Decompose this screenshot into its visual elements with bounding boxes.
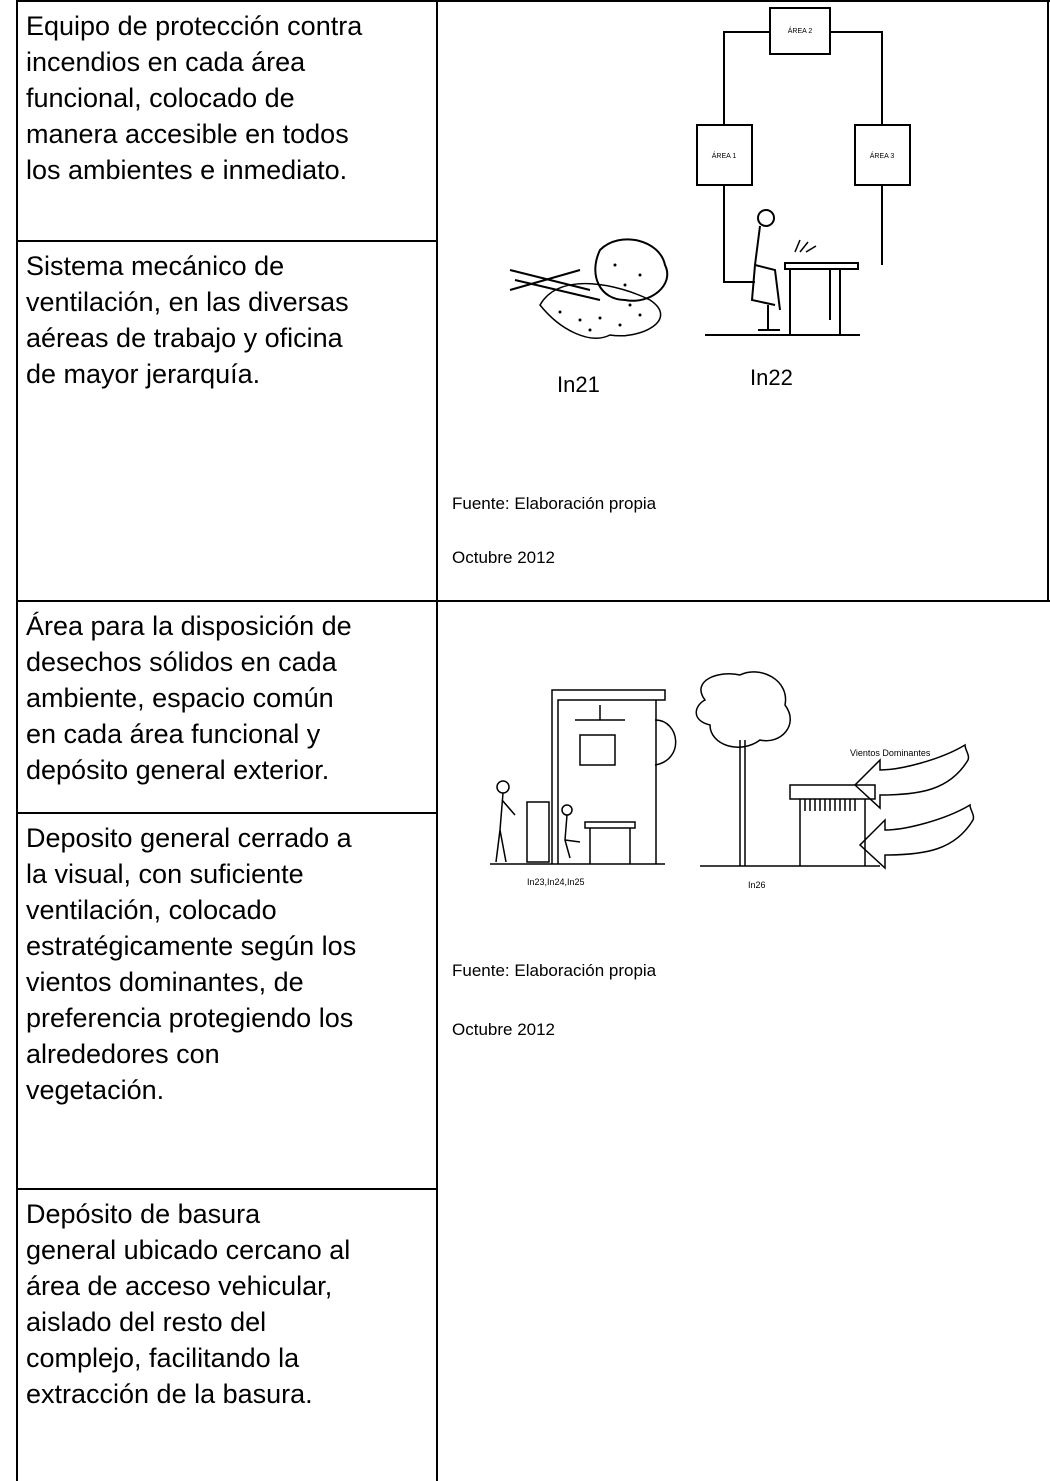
cell-text: Depósito de basura general ubicado cercan… (26, 1196, 431, 1412)
figure-label: In23,In24,In25 (527, 877, 585, 887)
text-line: manera accesible en todos (26, 119, 349, 149)
text-line: de mayor jerarquía. (26, 359, 261, 389)
text-line: Área para la disposición de (26, 611, 352, 641)
text-line: Sistema mecánico de (26, 251, 285, 281)
text-line: en cada área funcional y (26, 719, 321, 749)
figure-label: Vientos Dominantes (850, 748, 931, 758)
text-line: área de acceso vehicular, (26, 1271, 333, 1301)
text-line: vegetación. (26, 1075, 165, 1105)
text-line: Depósito de basura (26, 1199, 261, 1229)
text-line: complejo, facilitando la (26, 1343, 300, 1373)
figure-label: In22 (750, 365, 793, 390)
text-line: ventilación, colocado (26, 895, 277, 925)
border (16, 1188, 437, 1190)
figure-label: ÁREA 3 (870, 151, 895, 160)
cell-text: Equipo de protección contra incendios en … (26, 8, 431, 188)
caption: Octubre 2012 (452, 1020, 556, 1039)
border (16, 600, 1050, 602)
caption: Octubre 2012 (452, 548, 556, 567)
text-line: estratégicamente según los (26, 931, 357, 961)
text-line: general ubicado cercano al (26, 1235, 351, 1265)
border (1047, 0, 1049, 600)
border (16, 812, 437, 814)
caption: Fuente: Elaboración propia (452, 494, 657, 513)
text-line: depósito general exterior. (26, 755, 330, 785)
text-line: alrededores con (26, 1039, 220, 1069)
text-line: aislado del resto del (26, 1307, 267, 1337)
cell-text: Sistema mecánico de ventilación, en las d… (26, 248, 431, 392)
border (16, 0, 1050, 2)
figure-2: Vientos Dominantes In23,In24,In25 In26 (490, 671, 975, 890)
text-line: preferencia protegiendo los (26, 1003, 354, 1033)
text-line: funcional, colocado de (26, 83, 295, 113)
border (436, 0, 438, 1481)
text-line: ventilación, en las diversas (26, 287, 349, 317)
text-line: ambiente, espacio común (26, 683, 334, 713)
text-line: Equipo de protección contra (26, 11, 363, 41)
text-line: Deposito general cerrado a (26, 823, 352, 853)
figure-label: In21 (557, 372, 600, 397)
figure-1: ÁREA 2 ÁREA 1 ÁREA 3 In21 In22 (509, 7, 911, 397)
figure-label: ÁREA 2 (788, 26, 813, 35)
figure-label: In26 (748, 880, 766, 890)
text-line: desechos sólidos en cada (26, 647, 337, 677)
text-line: vientos dominantes, de (26, 967, 304, 997)
border (16, 240, 437, 242)
caption: Fuente: Elaboración propia (452, 961, 657, 980)
text-line: aéreas de trabajo y oficina (26, 323, 343, 353)
text-line: la visual, con suficiente (26, 859, 304, 889)
cell-text: Deposito general cerrado a la visual, con… (26, 820, 431, 1108)
text-line: los ambientes e inmediato. (26, 155, 348, 185)
cell-text: Área para la disposición de desechos sóli… (26, 608, 431, 788)
figure-label: ÁREA 1 (712, 151, 737, 160)
text-line: extracción de la basura. (26, 1379, 313, 1409)
text-line: incendios en cada área (26, 47, 306, 77)
border (16, 0, 18, 1481)
